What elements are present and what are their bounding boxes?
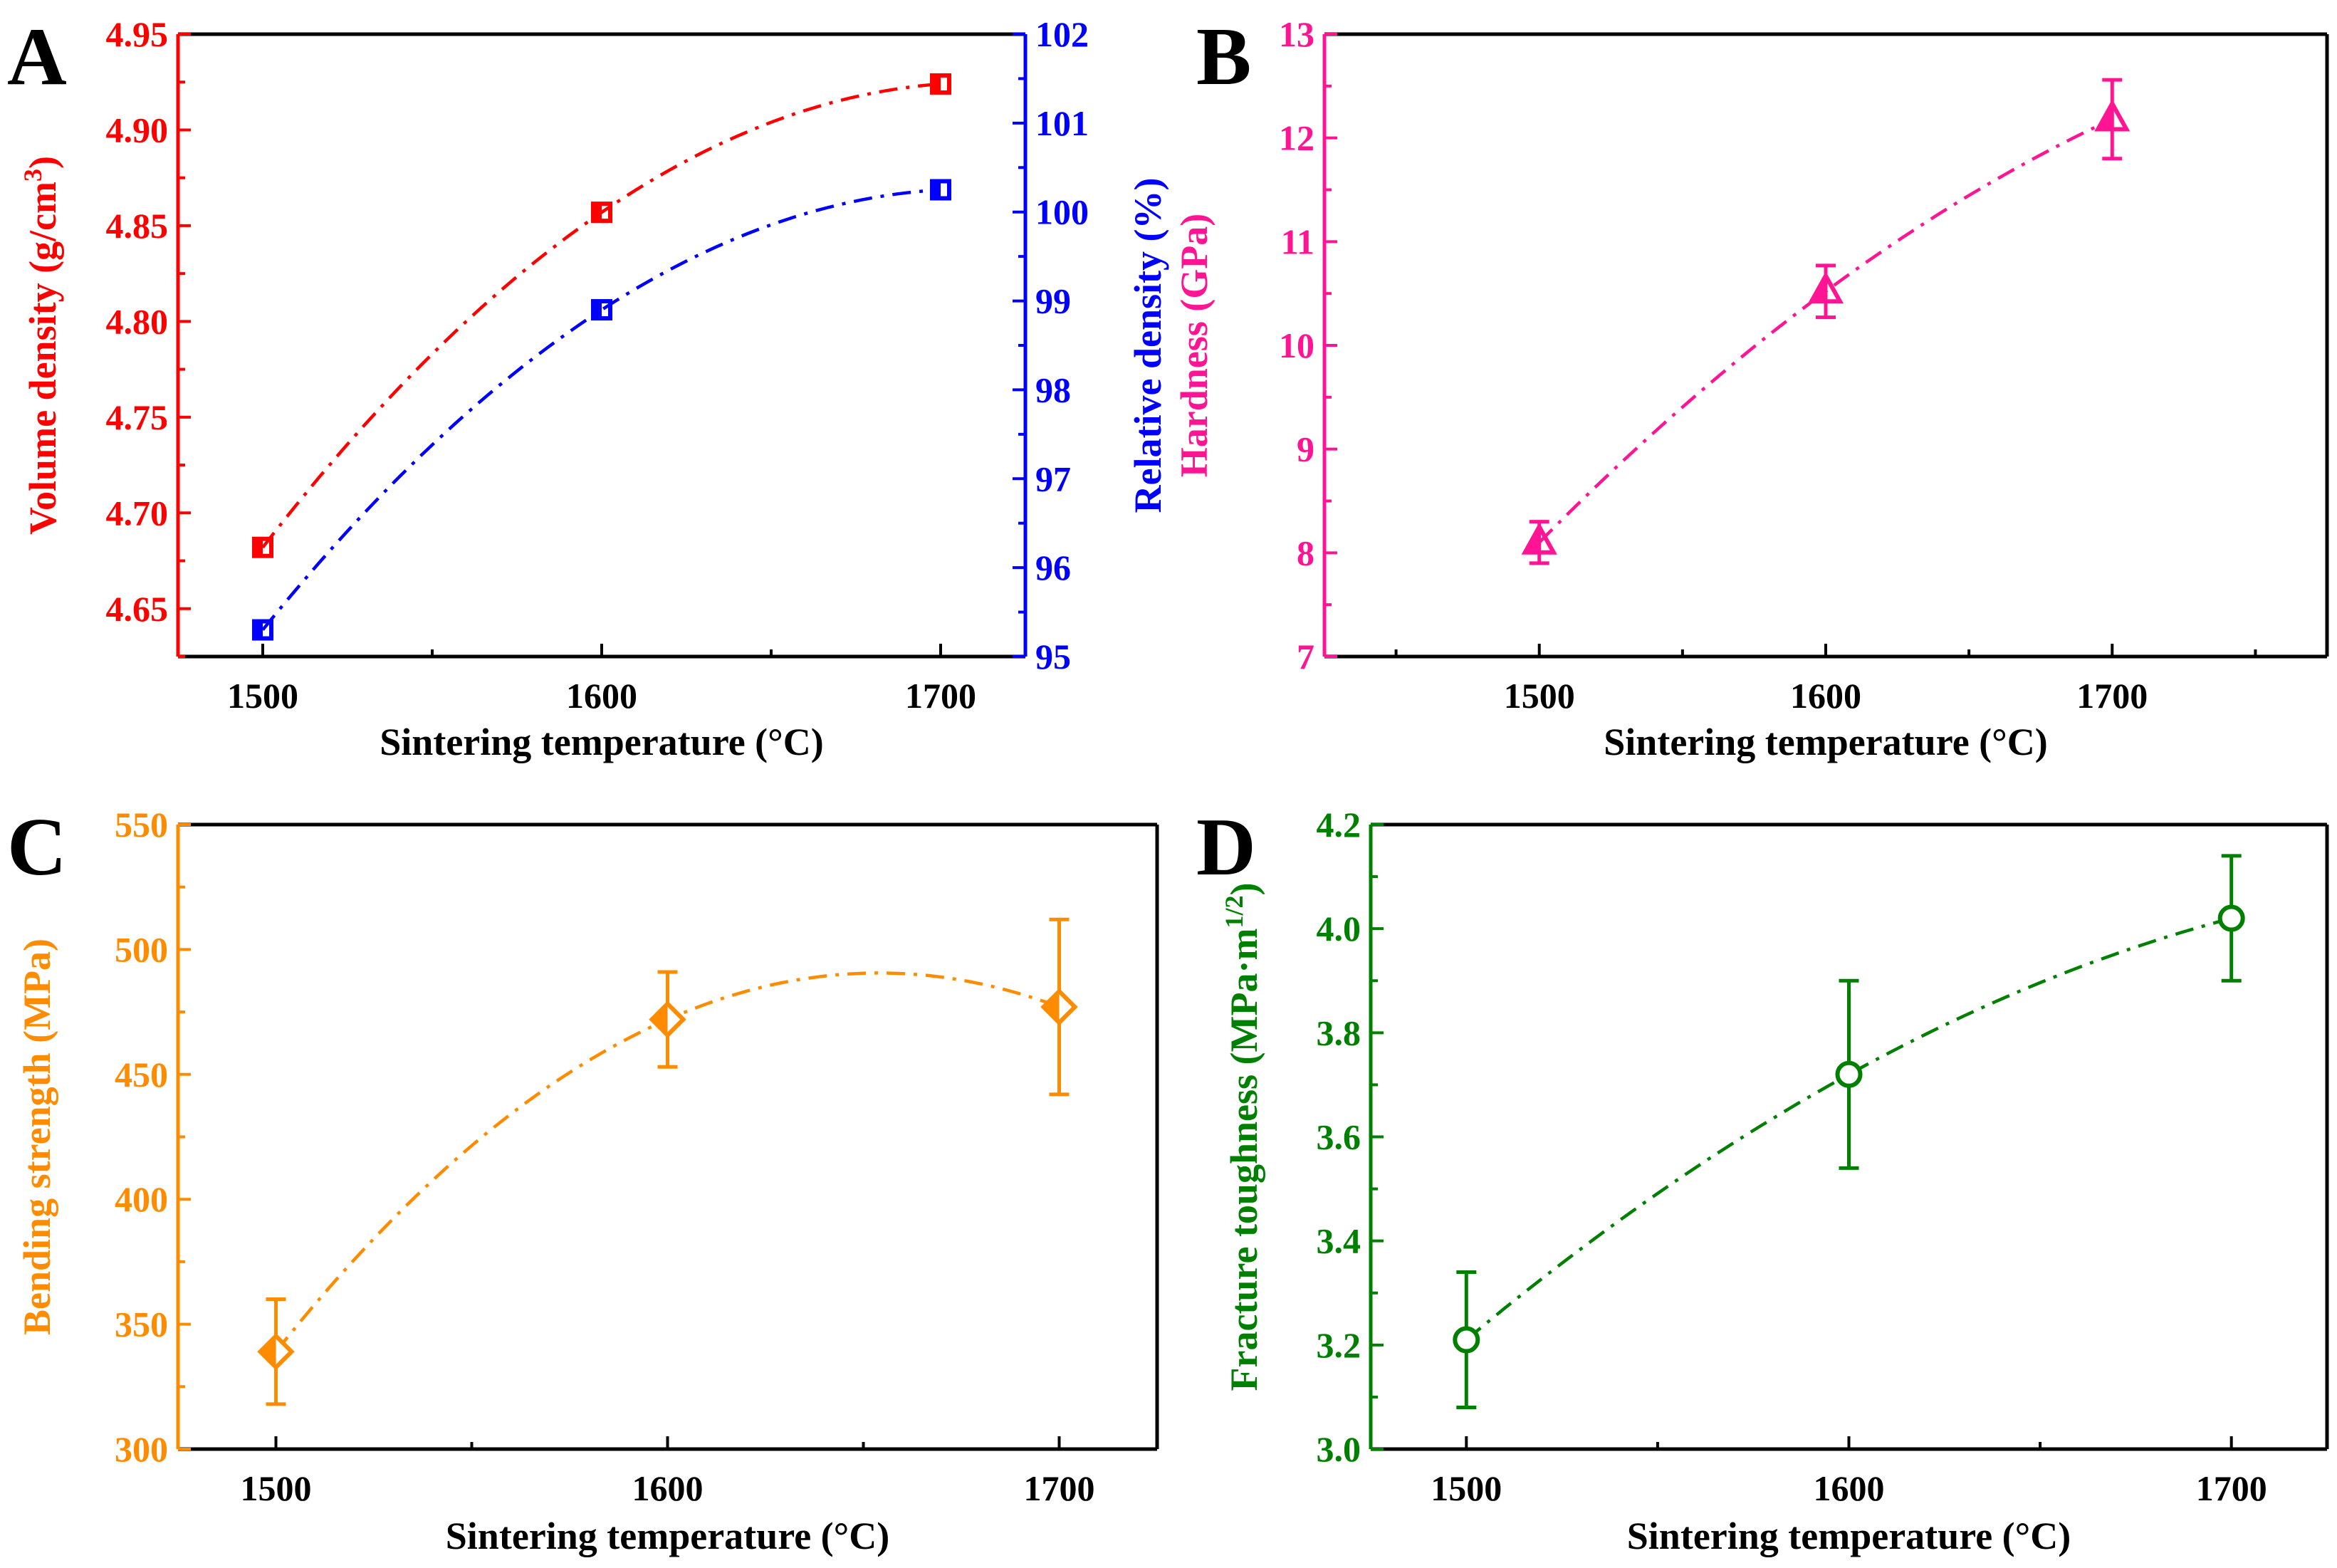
y2-tick-label: 101 [1035,103,1089,143]
x-tick-label: 1500 [1504,676,1575,716]
y-tick-label: 400 [115,1179,168,1219]
data-point-fill [254,538,263,556]
y-tick-label: 9 [1297,429,1314,469]
data-point-fill [593,204,602,221]
x-tick-label: 1700 [905,676,976,716]
y-axis-label-end: ) [1223,883,1265,896]
y-tick-label: 4.70 [106,493,169,533]
fit-line [1538,117,2113,544]
panel-label: D [1196,802,1256,893]
x-tick-label: 1500 [227,676,298,716]
x-tick-label: 1500 [241,1468,312,1508]
y-tick-label: 3.4 [1317,1221,1361,1261]
x-tick-label: 1600 [566,676,637,716]
fit-line [1465,916,2232,1342]
panel-label: A [7,11,67,103]
data-point-fill [1043,991,1060,1023]
panel-A: A 1500 1600 1700 Sintering temperature (°C) 4… [7,11,1169,763]
y-axis-label-end: ) [21,156,64,169]
y-tick-label: 3.8 [1317,1013,1361,1052]
y-tick-label: 12 [1279,118,1314,158]
x-tick-label: 1600 [1814,1468,1885,1508]
y-axis-label-text: Bending strength (MPa) [16,939,58,1335]
y-tick-label: 11 [1281,221,1314,261]
x-axis-label: Sintering temperature (°C) [1627,1515,2071,1557]
y-tick-label: 4.95 [106,14,169,54]
x-axis-label: Sintering temperature (°C) [1604,721,2047,763]
data-point-fill [1811,276,1826,302]
y-axis-label-text: Volume density (g/cm [21,182,64,535]
data-point-fill [932,181,941,199]
y-tick-label: 350 [115,1305,168,1344]
y2-tick-label: 97 [1035,459,1071,498]
y2-tick-label: 100 [1035,192,1089,232]
y-tick-label: 3.6 [1317,1117,1361,1157]
panel-D: D 1500 1600 1700 Sintering temperature (°C) 3… [1196,802,2329,1557]
y-axis-label: Hardness (GPa) [1173,214,1215,478]
panel-label: C [7,802,67,893]
y-axis-label-sup: 3 [19,169,47,182]
y-tick-label: 500 [115,929,168,969]
y-axis-label-text: Fracture toughness (MPa·m [1223,929,1265,1391]
y2-axis-label: Relative density (%) [1126,178,1169,513]
y-tick-label: 4.75 [106,397,169,437]
y-tick-label: 10 [1279,325,1314,365]
y-axis-label-text: Hardness (GPa) [1173,214,1215,478]
data-point-fill [254,621,263,639]
data-point [1453,1326,1480,1354]
x-tick-label: 1700 [2196,1468,2267,1508]
y-tick-label: 3.0 [1317,1429,1361,1469]
data-point-fill [1525,526,1539,553]
data-point-fill [652,1003,668,1035]
data-point-fill [2098,103,2113,130]
data-point-fill [593,301,602,319]
y2-tick-label: 99 [1035,281,1071,321]
x-tick-label: 1500 [1431,1468,1502,1508]
y-axis-label: Bending strength (MPa) [16,939,58,1335]
y-axis-label: Volume density (g/cm3) [19,156,64,535]
y-tick-label: 3.2 [1317,1325,1361,1365]
x-tick-label: 1700 [2076,676,2148,716]
x-tick-label: 1600 [1790,676,1861,716]
y-axis-label: Fracture toughness (MPa·m1/2) [1220,883,1265,1391]
x-axis-label: Sintering temperature (°C) [446,1515,889,1557]
fit-line [261,188,941,631]
y-tick-label: 300 [115,1429,168,1469]
y-tick-label: 4.85 [106,206,169,246]
y-tick-label: 4.80 [106,301,169,341]
panel-B: B 1500 1600 1700 Sintering temperature (°C) 7… [1173,11,2329,763]
y2-tick-label: 98 [1035,370,1071,409]
x-axis-label: Sintering temperature (°C) [380,721,823,763]
y-tick-label: 7 [1297,637,1314,676]
y-axis-label-sup: 1/2 [1220,896,1248,929]
y2-tick-label: 96 [1035,548,1071,587]
y-tick-label: 4.90 [106,110,169,150]
y-tick-label: 13 [1279,14,1314,54]
x-tick-label: 1600 [632,1468,704,1508]
panel-C: C 1500 1600 1700 Sintering temperature (°C) 3… [7,802,1159,1557]
x-tick-label: 1700 [1024,1468,1095,1508]
y-tick-label: 4.65 [106,589,169,629]
y-tick-label: 450 [115,1055,168,1094]
y2-tick-label: 102 [1035,14,1089,54]
y-tick-label: 550 [115,805,168,845]
data-point [1835,1060,1863,1088]
data-point-fill [932,75,941,93]
y-tick-label: 4.2 [1317,805,1361,845]
data-point-fill [260,1336,276,1368]
y-tick-label: 4.0 [1317,909,1361,948]
data-point [2217,904,2245,932]
y-tick-label: 8 [1297,533,1314,573]
y2-tick-label: 95 [1035,637,1071,676]
panel-label: B [1196,11,1251,103]
